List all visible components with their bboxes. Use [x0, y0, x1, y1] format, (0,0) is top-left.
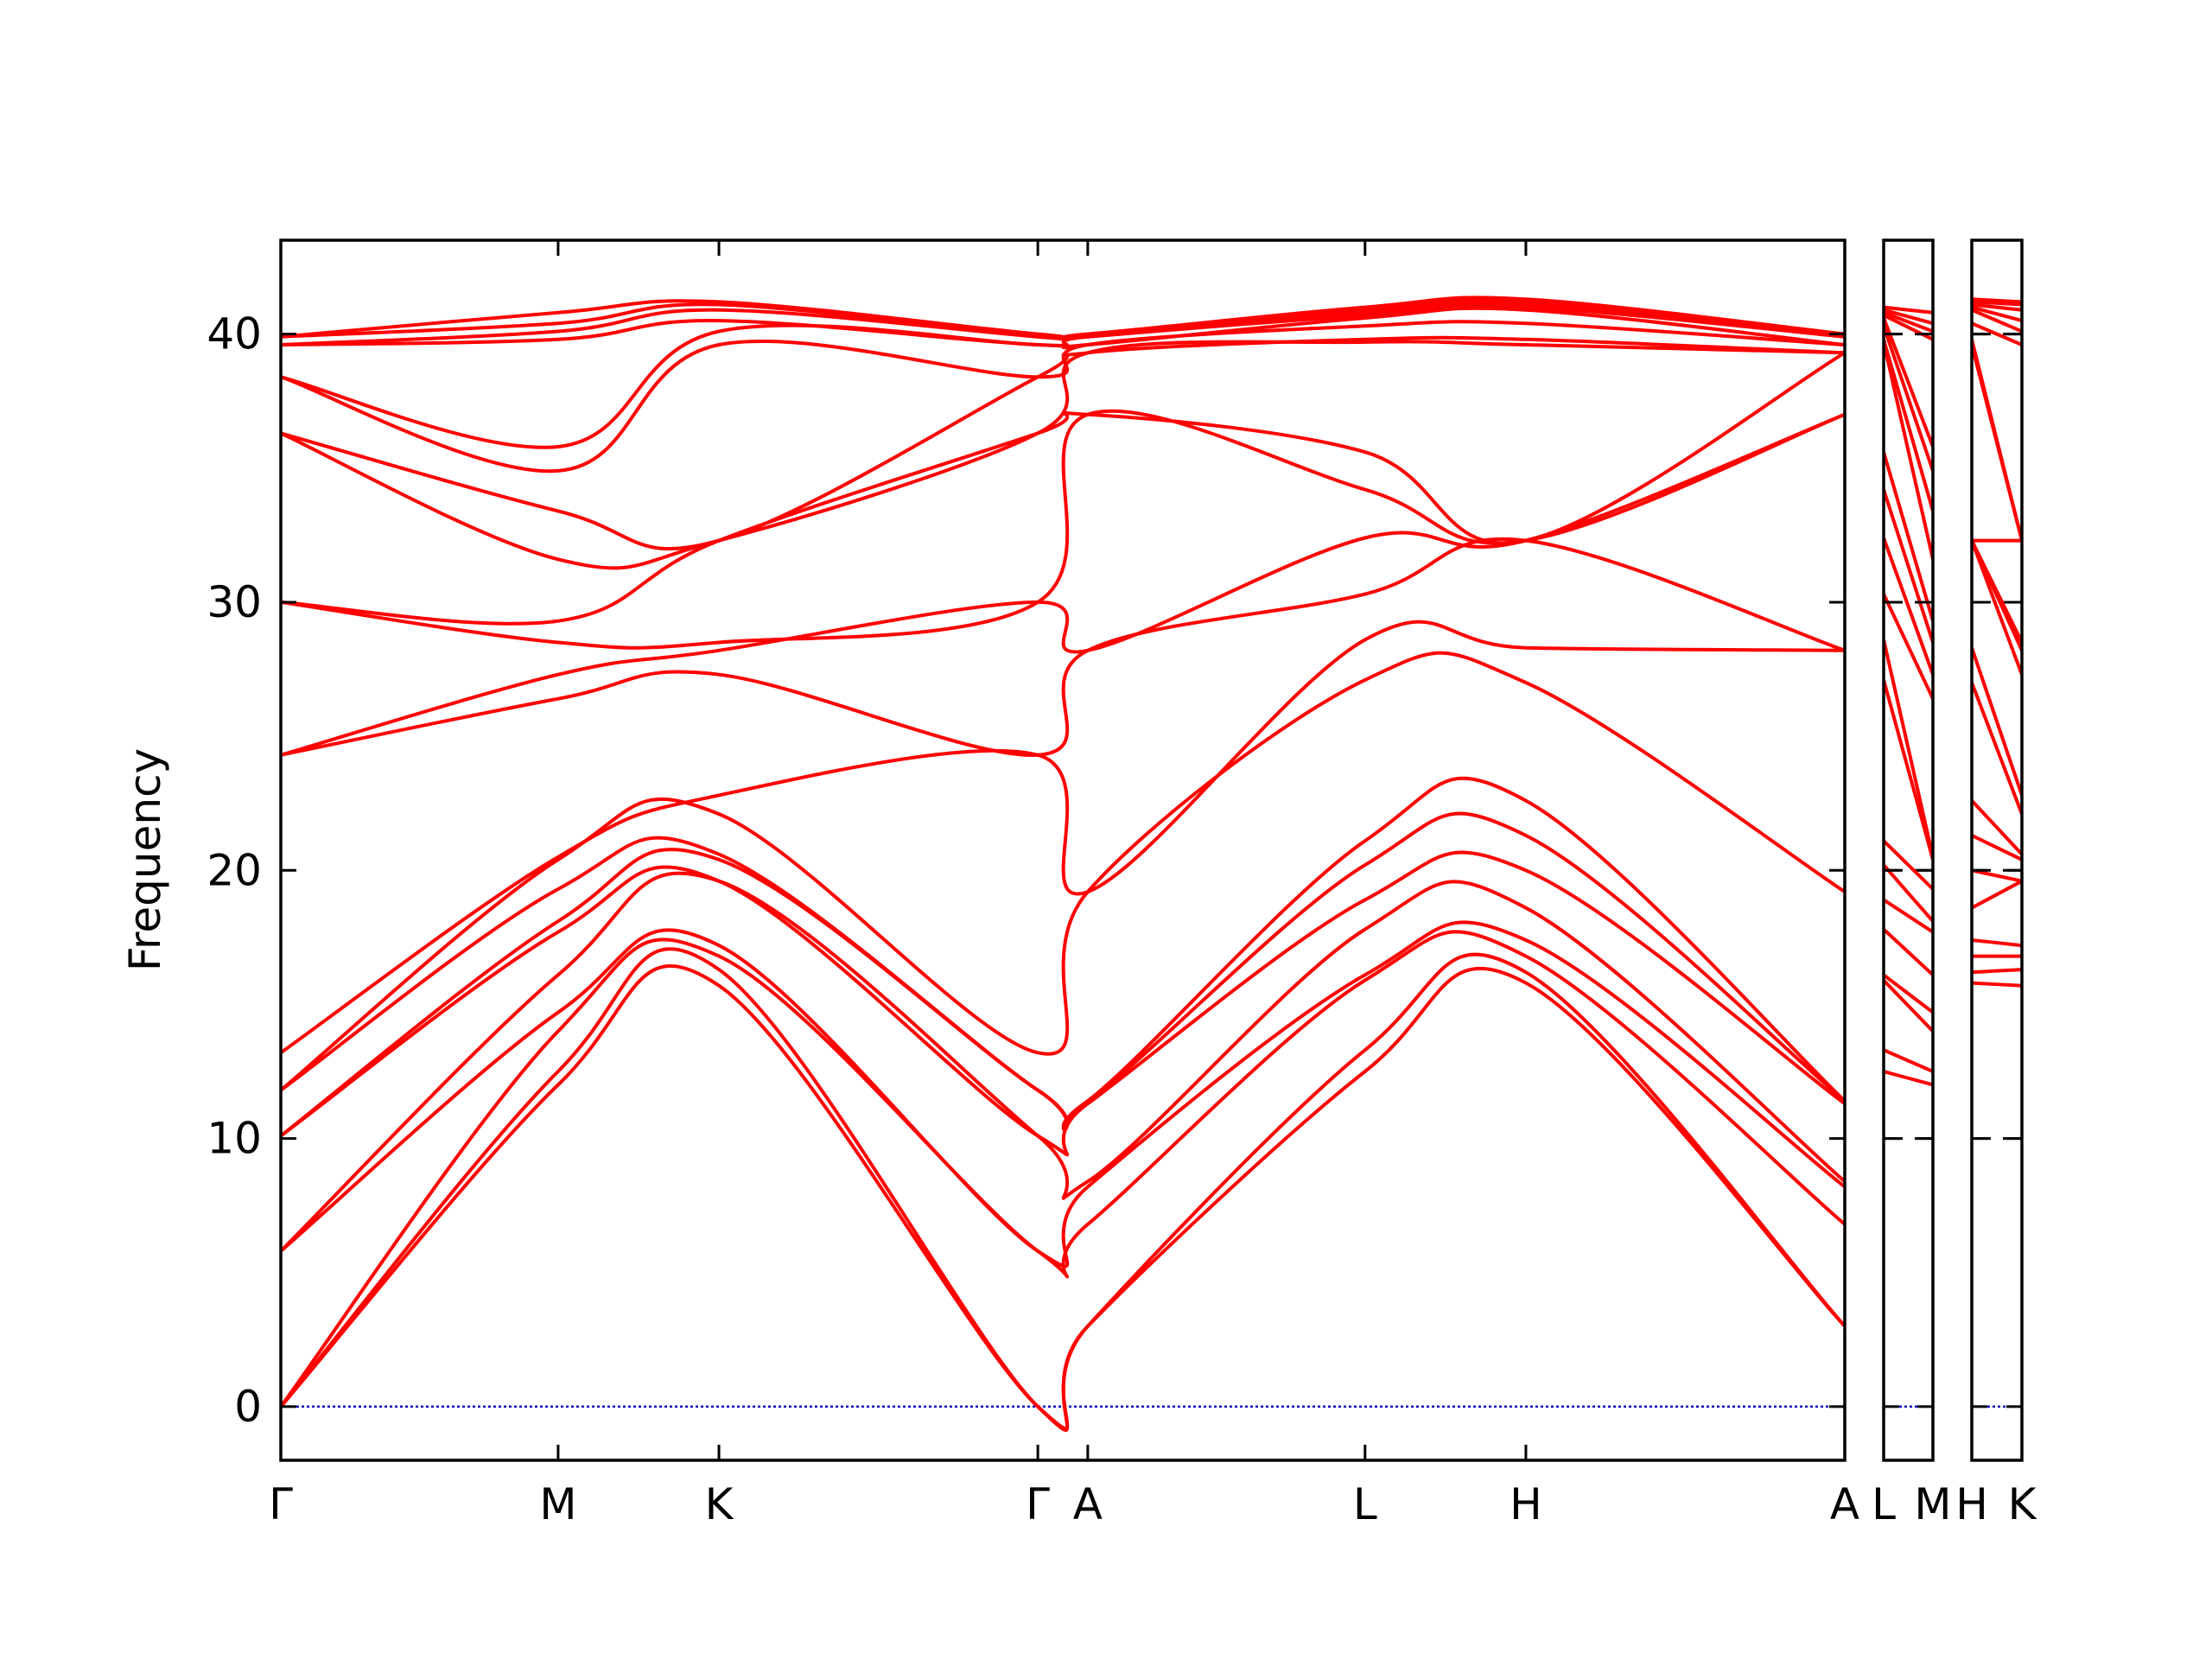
- band-group: [1884, 305, 1933, 1087]
- band-line-12: [1884, 537, 1933, 676]
- x-tick-label: A: [1830, 1479, 1859, 1529]
- band-line-22: [1972, 297, 2022, 304]
- x-tick-label: A: [1073, 1479, 1103, 1529]
- x-tick-label: Γ: [269, 1479, 293, 1529]
- band-line-8: [281, 776, 1845, 1132]
- y-tick-label: 10: [207, 1114, 262, 1164]
- band-line-7: [1884, 863, 1933, 923]
- x-tick-label: H: [1955, 1479, 1988, 1529]
- band-line-2: [1972, 968, 2022, 975]
- x-tick-label: Γ: [1026, 1479, 1050, 1529]
- panel-frame: [1970, 238, 2024, 1462]
- band-line-8: [1972, 799, 2022, 856]
- band-line-22: [281, 296, 1845, 340]
- y-tick-label: 0: [234, 1382, 262, 1432]
- band-line-18: [1884, 317, 1933, 448]
- band-line-10: [1884, 639, 1933, 858]
- y-tick-label: 40: [207, 309, 262, 359]
- band-line-4: [281, 920, 1845, 1268]
- band-line-17: [281, 320, 1845, 474]
- band-line-18: [281, 306, 1845, 449]
- panel-frame: [279, 238, 1847, 1462]
- band-line-4: [1972, 938, 2022, 948]
- x-tick-label: H: [1510, 1479, 1542, 1529]
- y-tick-label: 20: [207, 845, 262, 895]
- band-line-18: [1972, 308, 2022, 334]
- x-tick-label: L: [1872, 1479, 1896, 1529]
- band-line-13: [1884, 488, 1933, 644]
- band-line-3: [1884, 979, 1933, 1033]
- band-line-16: [281, 335, 1845, 551]
- band-line-20: [1972, 302, 2022, 312]
- band-line-17: [1972, 321, 2022, 346]
- band-line-17: [1884, 325, 1933, 472]
- band-line-14: [281, 351, 1845, 626]
- band-line-19: [1972, 305, 2022, 323]
- band-line-10: [1972, 647, 2022, 797]
- band-line-6: [281, 850, 1845, 1157]
- band-line-5: [1884, 928, 1933, 976]
- x-tick-label: M: [1914, 1479, 1951, 1529]
- band-line-7: [1972, 834, 2022, 861]
- band-line-22: [1884, 305, 1933, 315]
- x-tick-label: K: [705, 1479, 734, 1529]
- x-tick-label: L: [1353, 1479, 1377, 1529]
- band-line-14: [1884, 451, 1933, 622]
- y-tick-label: 30: [207, 577, 262, 627]
- band-line-16: [1972, 339, 2022, 542]
- band-line-9: [1884, 679, 1933, 861]
- band-line-9: [1972, 682, 2022, 815]
- band-line-10: [281, 620, 1845, 1054]
- band-line-20: [1884, 310, 1933, 334]
- band-line-6: [1972, 868, 2022, 883]
- band-line-1: [1884, 1070, 1933, 1087]
- band-line-5: [1972, 879, 2022, 910]
- band-line-21: [1884, 308, 1933, 326]
- band-group: [1972, 297, 2022, 988]
- band-line-21: [1972, 300, 2022, 307]
- band-line-13: [1972, 539, 2022, 644]
- band-line-15: [281, 340, 1845, 570]
- panel-frame: [1882, 238, 1935, 1462]
- band-line-8: [1884, 839, 1933, 891]
- band-line-4: [1884, 973, 1933, 1014]
- band-line-2: [1884, 1048, 1933, 1073]
- band-line-16: [1884, 339, 1933, 512]
- band-line-3: [281, 930, 1845, 1408]
- x-tick-label: K: [2008, 1479, 2037, 1529]
- band-line-5: [281, 871, 1845, 1253]
- band-line-15: [1884, 341, 1933, 560]
- y-axis-label: Frequency: [120, 748, 170, 971]
- band-line-2: [281, 947, 1845, 1433]
- band-group: [281, 296, 1845, 1433]
- band-line-19: [281, 304, 1845, 347]
- band-line-19: [1884, 314, 1933, 341]
- x-tick-label: M: [539, 1479, 576, 1529]
- band-line-1: [1972, 981, 2022, 988]
- band-line-6: [1884, 898, 1933, 934]
